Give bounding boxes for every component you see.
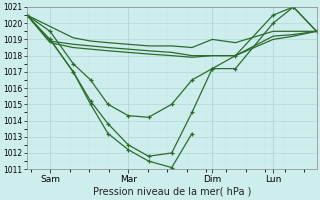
X-axis label: Pression niveau de la mer( hPa ): Pression niveau de la mer( hPa ) bbox=[92, 187, 251, 197]
